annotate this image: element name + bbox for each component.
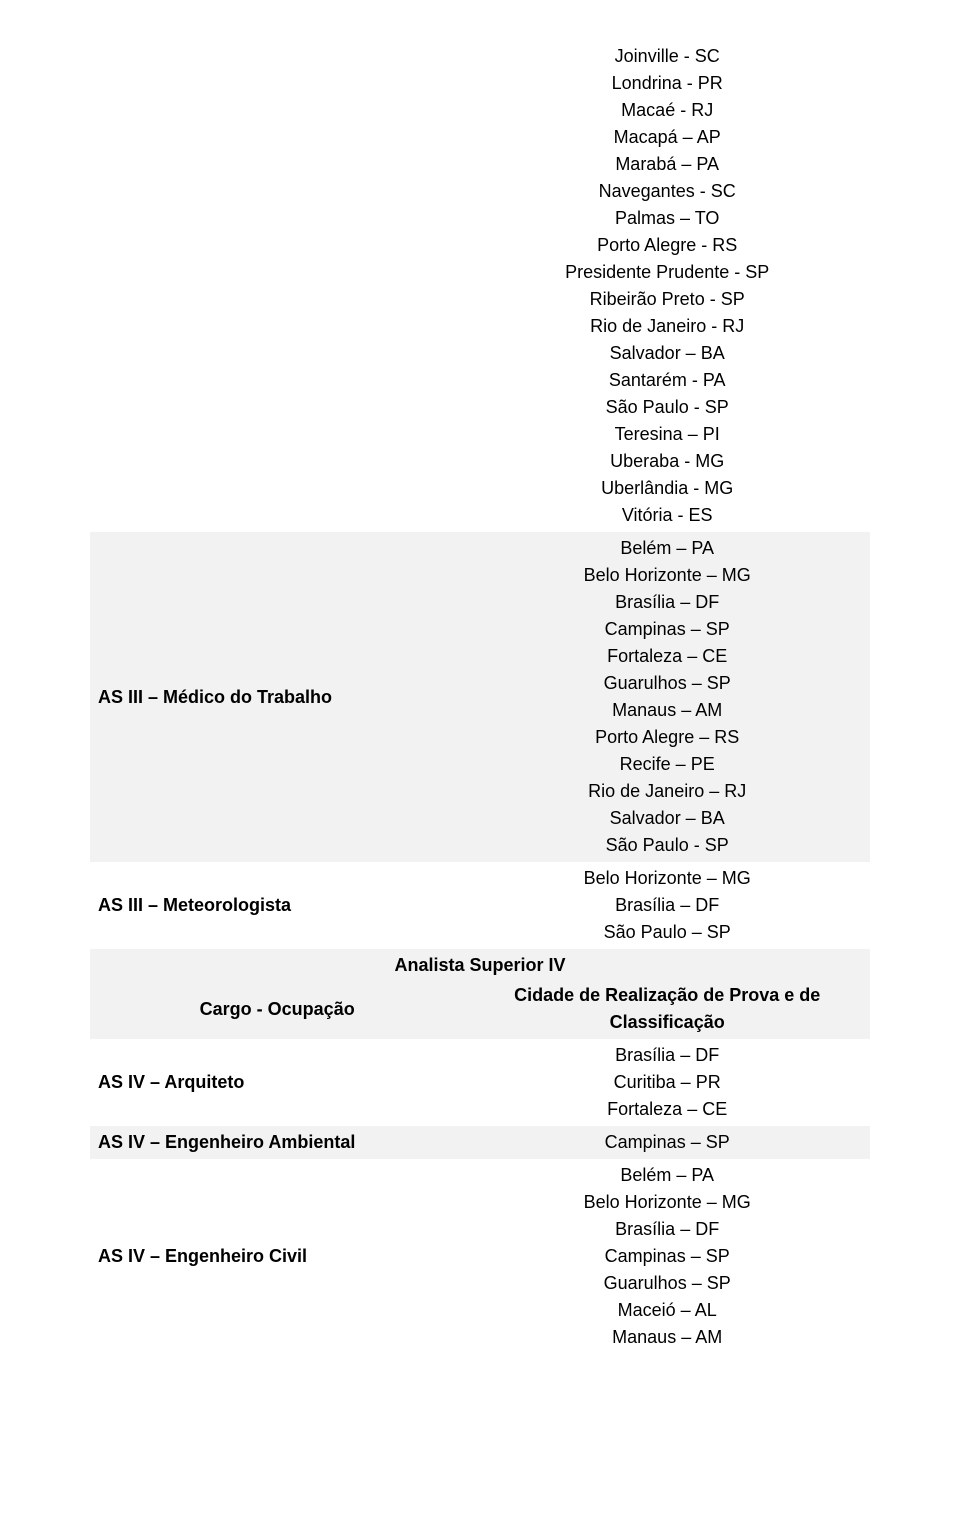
header-left: Cargo - Ocupação [90, 979, 464, 1039]
table-section-2: AS IV – ArquitetoBrasília – DFCuritiba –… [90, 1039, 870, 1354]
city-line: Fortaleza – CE [472, 643, 862, 670]
cities-cell: Brasília – DFCuritiba – PRFortaleza – CE [464, 1039, 870, 1126]
cities-cell: Belém – PABelo Horizonte – MGBrasília – … [464, 1159, 870, 1354]
table-section-1: Joinville - SCLondrina - PRMacaé - RJMac… [90, 40, 870, 949]
table-row: AS III – MeteorologistaBelo Horizonte – … [90, 862, 870, 949]
cities-cell: Belém – PABelo Horizonte – MGBrasília – … [464, 532, 870, 862]
city-line: Guarulhos – SP [472, 1270, 862, 1297]
table-row: AS IV – ArquitetoBrasília – DFCuritiba –… [90, 1039, 870, 1126]
role-label: AS III – Meteorologista [90, 862, 464, 949]
header-right: Cidade de Realização de Prova e de Class… [464, 979, 870, 1039]
city-line: Recife – PE [472, 751, 862, 778]
city-line: Marabá – PA [472, 151, 862, 178]
city-line: Presidente Prudente - SP [472, 259, 862, 286]
city-line: Curitiba – PR [472, 1069, 862, 1096]
city-line: Salvador – BA [472, 340, 862, 367]
city-line: Belo Horizonte – MG [472, 562, 862, 589]
city-line: Salvador – BA [472, 805, 862, 832]
city-line: Fortaleza – CE [472, 1096, 862, 1123]
city-line: Vitória - ES [472, 502, 862, 529]
section-title: Analista Superior IV [90, 949, 870, 979]
role-label: AS IV – Engenheiro Ambiental [90, 1126, 464, 1159]
role-label: AS III – Médico do Trabalho [90, 532, 464, 862]
city-line: Brasília – DF [472, 1216, 862, 1243]
city-line: Brasília – DF [472, 892, 862, 919]
city-line: Manaus – AM [472, 1324, 862, 1351]
city-line: Brasília – DF [472, 1042, 862, 1069]
city-line: Navegantes - SC [472, 178, 862, 205]
city-line: Belém – PA [472, 535, 862, 562]
role-label: AS IV – Engenheiro Civil [90, 1159, 464, 1354]
document-page: Joinville - SCLondrina - PRMacaé - RJMac… [0, 0, 960, 1414]
table-header-row: Cargo - Ocupação Cidade de Realização de… [90, 979, 870, 1039]
city-line: Uberaba - MG [472, 448, 862, 475]
city-line: Maceió – AL [472, 1297, 862, 1324]
city-line: Macaé - RJ [472, 97, 862, 124]
table-row: AS III – Médico do TrabalhoBelém – PABel… [90, 532, 870, 862]
table-row: AS IV – Engenheiro Ambiental Campinas – S… [90, 1126, 870, 1159]
city-line: Belo Horizonte – MG [472, 1189, 862, 1216]
city-line: Palmas – TO [472, 205, 862, 232]
city-line: Ribeirão Preto - SP [472, 286, 862, 313]
city-line: Teresina – PI [472, 421, 862, 448]
city-line: Rio de Janeiro – RJ [472, 778, 862, 805]
city-line: Porto Alegre – RS [472, 724, 862, 751]
city-line: Santarém - PA [472, 367, 862, 394]
city-line: Macapá – AP [472, 124, 862, 151]
city-line: Manaus – AM [472, 697, 862, 724]
city-line: Londrina - PR [472, 70, 862, 97]
city-line: São Paulo - SP [472, 832, 862, 859]
city-line: Brasília – DF [472, 589, 862, 616]
city-line: Porto Alegre - RS [472, 232, 862, 259]
city-line: Belo Horizonte – MG [472, 865, 862, 892]
city-line: Campinas – SP [472, 616, 862, 643]
table-row: AS IV – Engenheiro CivilBelém – PABelo H… [90, 1159, 870, 1354]
role-label: AS IV – Arquiteto [90, 1039, 464, 1126]
cities-cell: Belo Horizonte – MGBrasília – DFSão Paul… [464, 862, 870, 949]
city-line: Joinville - SC [472, 43, 862, 70]
city-line: Belém – PA [472, 1162, 862, 1189]
cities-cell: Campinas – SP [464, 1126, 870, 1159]
city-line: São Paulo – SP [472, 919, 862, 946]
city-line: São Paulo - SP [472, 394, 862, 421]
city-line: Rio de Janeiro - RJ [472, 313, 862, 340]
city-line: Uberlândia - MG [472, 475, 862, 502]
role-label [90, 40, 464, 532]
city-line: Campinas – SP [472, 1129, 862, 1156]
city-line: Campinas – SP [472, 1243, 862, 1270]
cities-cell: Joinville - SCLondrina - PRMacaé - RJMac… [464, 40, 870, 532]
table-row: Joinville - SCLondrina - PRMacaé - RJMac… [90, 40, 870, 532]
city-line: Guarulhos – SP [472, 670, 862, 697]
